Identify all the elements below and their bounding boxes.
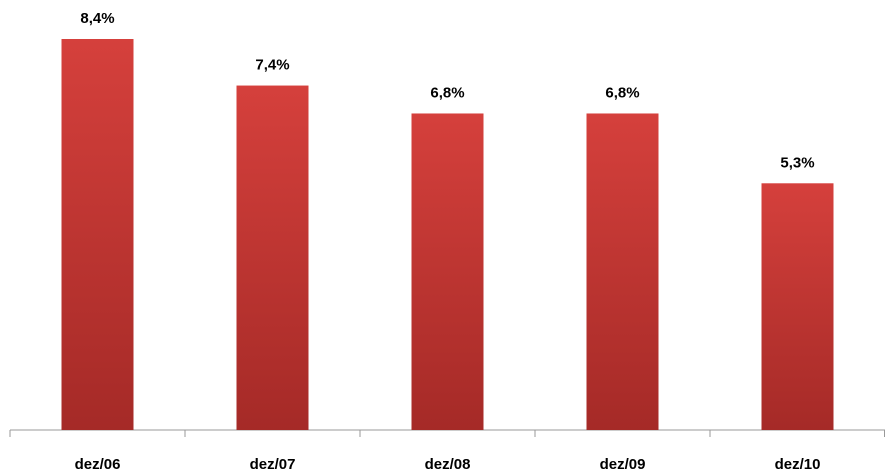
bar xyxy=(761,183,834,430)
x-tick-label: dez/10 xyxy=(775,456,821,473)
bar xyxy=(236,85,309,431)
value-label: 6,8% xyxy=(430,84,464,101)
value-label: 7,4% xyxy=(255,57,289,74)
x-tick-label: dez/09 xyxy=(600,456,646,473)
value-label: 5,3% xyxy=(780,154,814,171)
bar xyxy=(61,39,134,430)
value-label: 6,8% xyxy=(605,84,639,101)
x-tick-label: dez/07 xyxy=(250,456,296,473)
x-tick-label: dez/06 xyxy=(75,456,121,473)
value-label: 8,4% xyxy=(80,10,114,27)
bar xyxy=(411,113,484,430)
x-tick-label: dez/08 xyxy=(425,456,471,473)
bar xyxy=(586,113,659,430)
